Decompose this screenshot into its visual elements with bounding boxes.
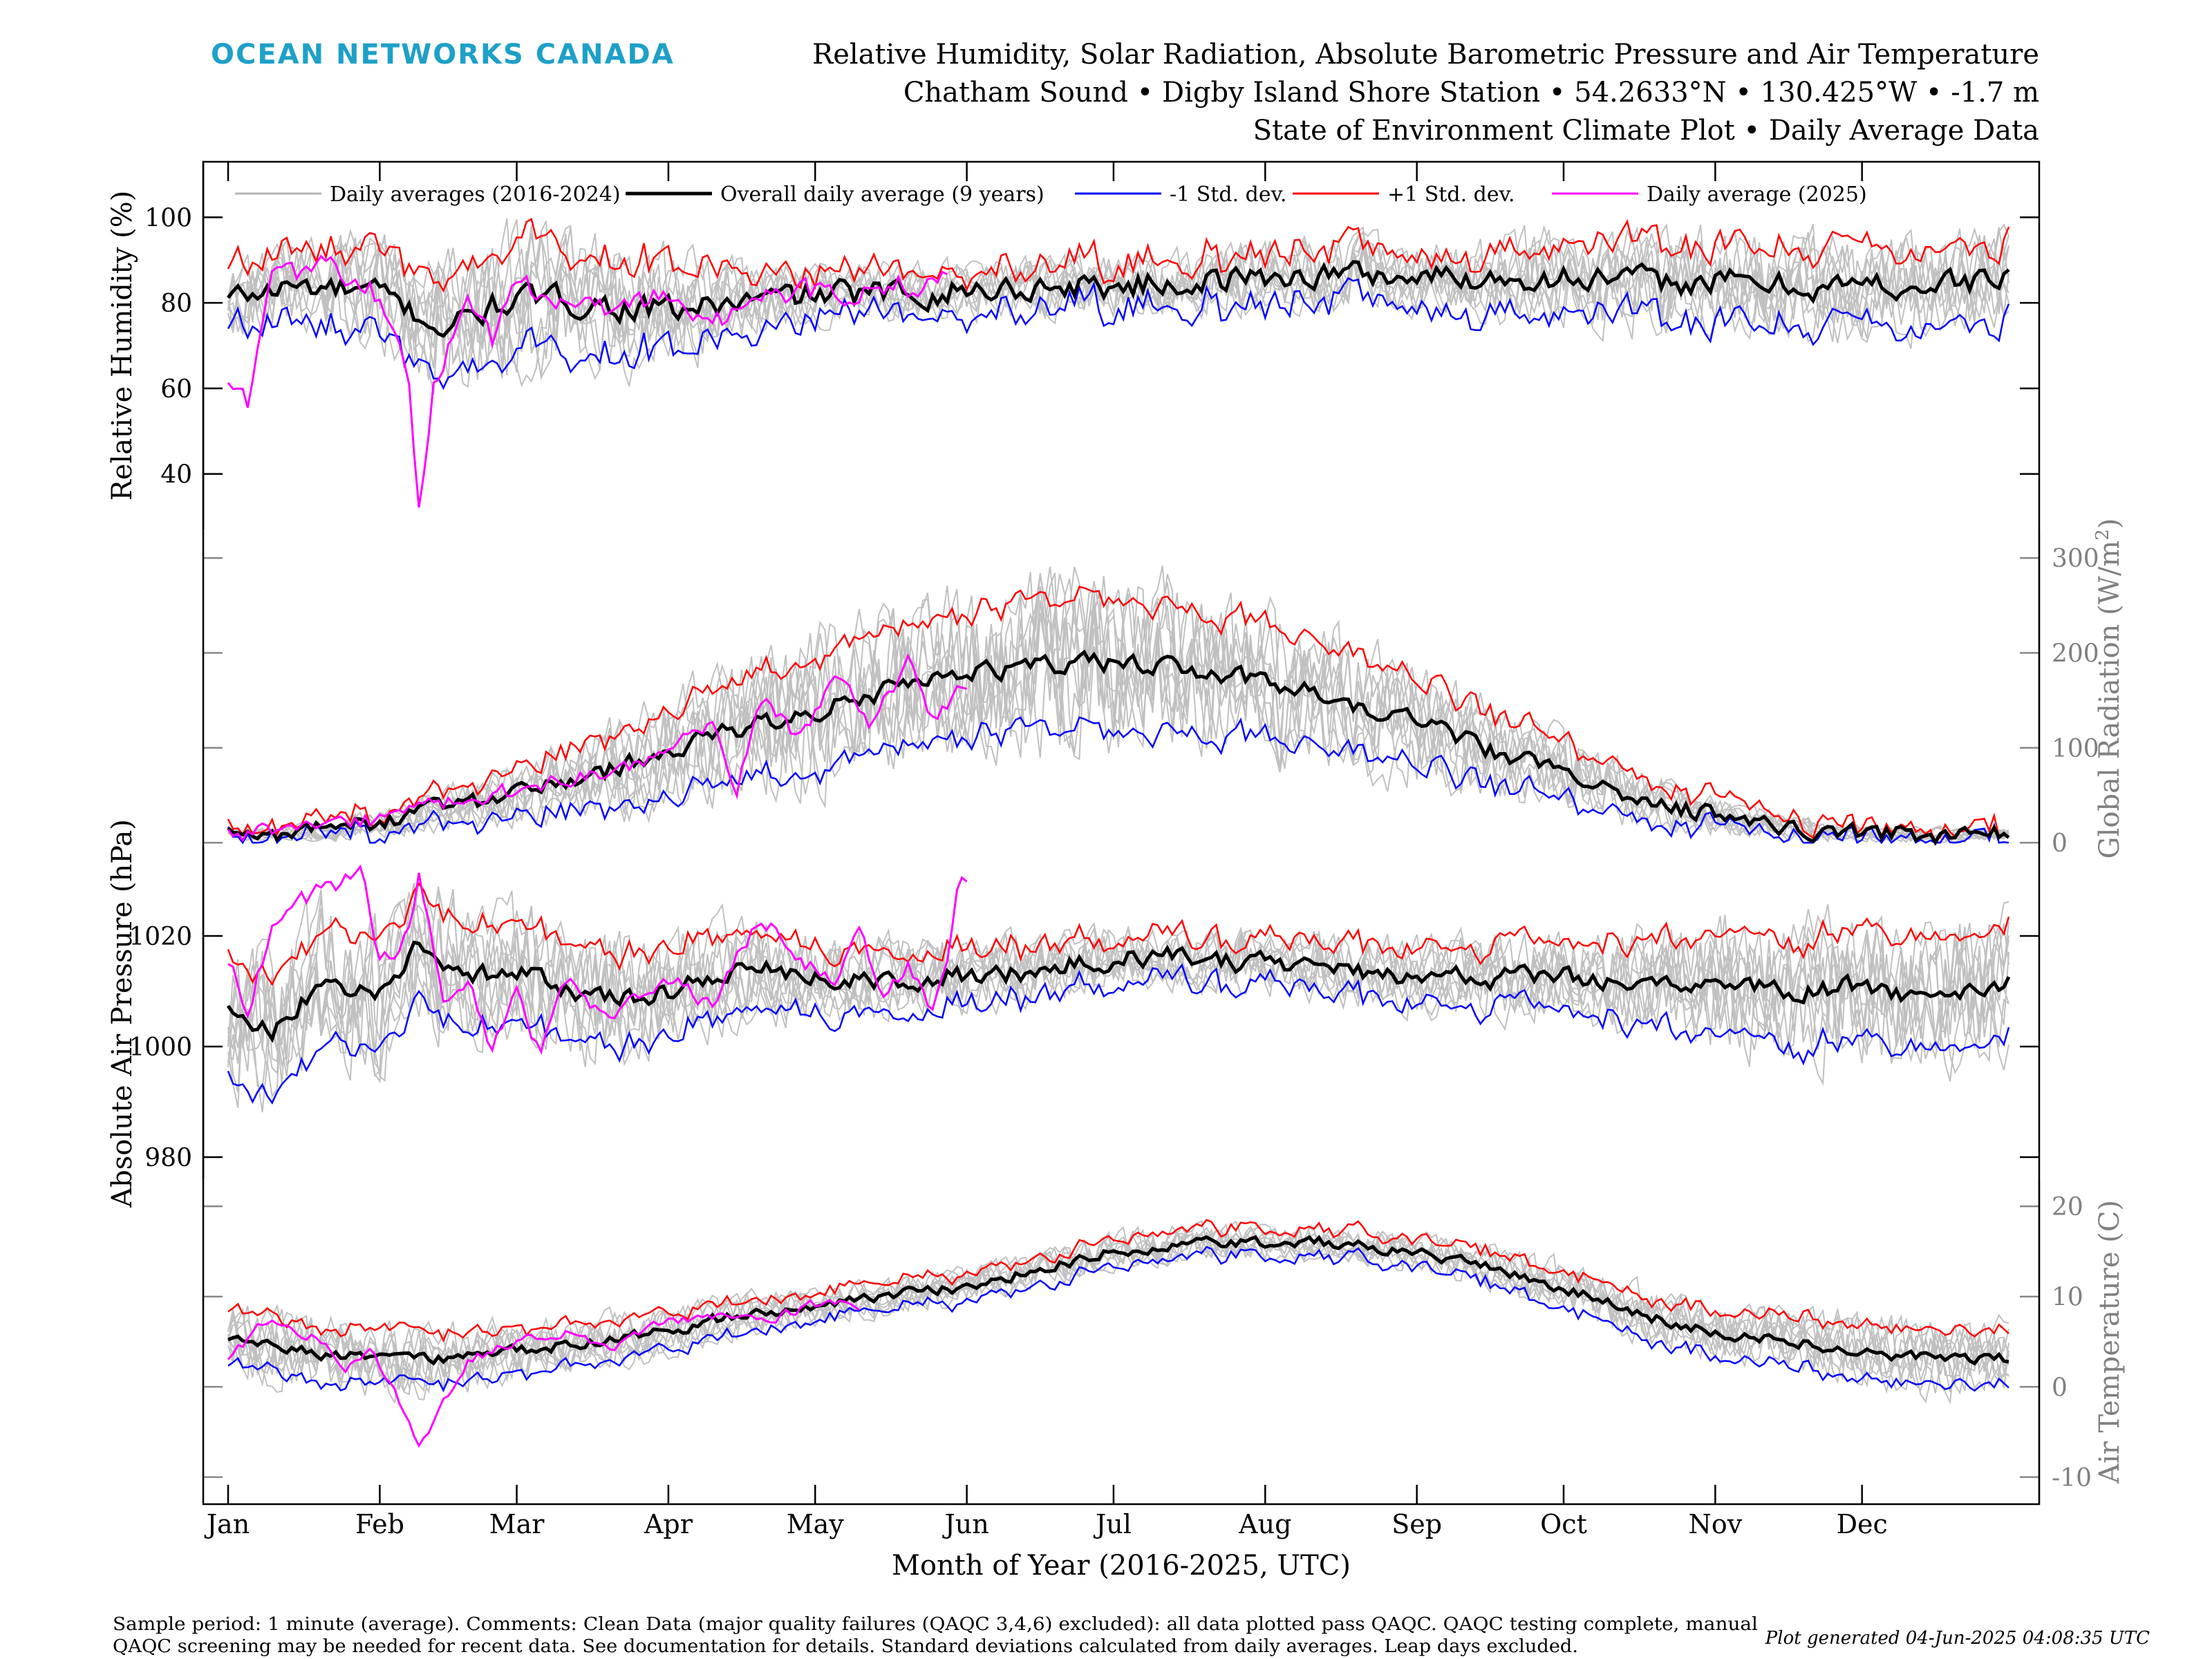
footer-note-line-1: Sample period: 1 minute (average). Comme… bbox=[113, 1614, 1758, 1635]
radiation-current-year-line bbox=[227, 653, 967, 843]
x-tick-label-apr: Apr bbox=[644, 1509, 693, 1539]
pressure-minus-1-std-line bbox=[227, 963, 2010, 1105]
legend-entry-5: Daily average (2025) bbox=[1552, 182, 1867, 207]
legend-label-5: Daily average (2025) bbox=[1647, 182, 1867, 207]
temperature-overall-mean-line bbox=[227, 1235, 2009, 1366]
radiation-minus-1-std-line bbox=[227, 716, 2009, 845]
humidity-tick-label-100: 100 bbox=[144, 204, 192, 232]
humidity-minus-1-std-line bbox=[227, 276, 2010, 391]
x-tick-label-may: May bbox=[787, 1509, 845, 1539]
legend-label-3: -1 Std. dev. bbox=[1170, 182, 1287, 207]
chart-title: Relative Humidity, Solar Radiation, Abso… bbox=[812, 39, 2039, 71]
pressure-axis-label: Absolute Air Pressure (hPa) bbox=[106, 819, 138, 1208]
pressure-series-year-2019 bbox=[227, 915, 2009, 1108]
pressure-series-year-2023 bbox=[227, 888, 2009, 1087]
humidity-overall-mean-line bbox=[227, 260, 2010, 338]
legend-entry-3: -1 Std. dev. bbox=[1075, 182, 1287, 207]
pressure-yearly-series bbox=[227, 881, 2009, 1113]
pressure-tick-label-1000: 1000 bbox=[129, 1033, 192, 1062]
humidity-current-year-line bbox=[227, 254, 948, 508]
pressure-series-year-2024 bbox=[227, 881, 2009, 1093]
legend-label-4: +1 Std. dev. bbox=[1387, 182, 1515, 207]
x-tick-label-dec: Dec bbox=[1837, 1509, 1888, 1539]
radiation-series-year-2023 bbox=[227, 566, 2009, 843]
radiation-tick-label-200: 200 bbox=[2052, 640, 2099, 668]
legend-entry-4: +1 Std. dev. bbox=[1293, 182, 1515, 207]
chart-subtitle: Chatham Sound • Digby Island Shore Stati… bbox=[903, 77, 2039, 109]
humidity-series-year-2020 bbox=[227, 219, 2009, 380]
radiation-axis-label: Global Radiation (W/m2) bbox=[2092, 518, 2126, 859]
x-tick-label-jun: Jun bbox=[942, 1509, 989, 1539]
x-axis: Jan Feb Mar Apr May Jun Jul Aug Sep Oct Nov Dec bbox=[204, 162, 1888, 1539]
temperature-tick-label--10: -10 bbox=[2052, 1464, 2092, 1492]
plot-frame bbox=[202, 160, 2041, 1506]
radiation-plus-1-std-line bbox=[227, 585, 2009, 844]
x-tick-label-jan: Jan bbox=[204, 1509, 250, 1539]
humidity-series-year-2024 bbox=[227, 224, 2009, 368]
humidity-tick-label-80: 80 bbox=[160, 290, 192, 318]
temperature-plus-1-std-line bbox=[227, 1219, 2009, 1343]
humidity-plus-1-std-line bbox=[227, 217, 2010, 293]
x-tick-label-oct: Oct bbox=[1540, 1509, 1587, 1539]
temperature-minus-1-std-line bbox=[227, 1246, 2009, 1393]
radiation-series-year-2018 bbox=[227, 595, 2009, 841]
x-tick-label-jul: Jul bbox=[1093, 1509, 1132, 1539]
humidity-tick-label-60: 60 bbox=[160, 375, 192, 404]
radiation-tick-label-0: 0 bbox=[2052, 830, 2068, 858]
temperature-axis-label: Air Temperature (C) bbox=[2094, 1200, 2126, 1484]
legend-entry-2: Overall daily average (9 years) bbox=[626, 182, 1044, 207]
temperature-current-year-line bbox=[227, 1299, 860, 1448]
x-tick-label-feb: Feb bbox=[355, 1509, 404, 1539]
legend-entry-1: Daily averages (2016-2024) bbox=[235, 182, 621, 207]
temperature-y-axis: -10 0 10 20 Air Temperature (C) bbox=[203, 1179, 2126, 1504]
plot-generated-timestamp: Plot generated 04-Jun-2025 04:08:35 UTC bbox=[1765, 1628, 2150, 1649]
radiation-tick-label-300: 300 bbox=[2052, 545, 2099, 573]
brand-logo: OCEAN NETWORKS CANADA bbox=[211, 39, 675, 71]
radiation-overall-mean-line bbox=[227, 649, 2010, 846]
temperature-tick-label-0: 0 bbox=[2052, 1374, 2068, 1402]
x-tick-label-sep: Sep bbox=[1391, 1509, 1442, 1539]
legend-label-2: Overall daily average (9 years) bbox=[720, 182, 1044, 207]
panel-temperature: -10 0 10 20 Air Temperature (C) bbox=[203, 1179, 2126, 1504]
x-tick-label-nov: Nov bbox=[1689, 1509, 1743, 1539]
chart-subtitle-2: State of Environment Climate Plot • Dail… bbox=[1253, 115, 2039, 147]
x-tick-label-mar: Mar bbox=[489, 1509, 545, 1539]
pressure-tick-label-980: 980 bbox=[144, 1144, 192, 1172]
legend-label-1: Daily averages (2016-2024) bbox=[330, 182, 621, 207]
humidity-tick-label-40: 40 bbox=[160, 461, 192, 489]
temperature-series-year-2024 bbox=[227, 1225, 2009, 1394]
footer-note-line-2: QAQC screening may be needed for recent … bbox=[113, 1636, 1578, 1657]
temperature-tick-label-20: 20 bbox=[2052, 1193, 2083, 1221]
radiation-yearly-series bbox=[227, 565, 2009, 843]
x-axis-label: Month of Year (2016-2025, UTC) bbox=[892, 1550, 1351, 1582]
humidity-series-year-2017 bbox=[227, 225, 2009, 395]
legend: Daily averages (2016-2024) Overall daily … bbox=[235, 182, 1867, 207]
humidity-axis-label: Relative Humidity (%) bbox=[106, 191, 138, 501]
pressure-current-year-line bbox=[227, 864, 968, 1056]
pressure-overall-mean-line bbox=[226, 940, 2011, 1043]
x-tick-label-aug: Aug bbox=[1238, 1509, 1291, 1539]
temperature-tick-label-10: 10 bbox=[2052, 1284, 2083, 1312]
pressure-tick-label-1020: 1020 bbox=[129, 923, 192, 951]
radiation-tick-label-100: 100 bbox=[2052, 735, 2099, 763]
pressure-plus-1-std-line bbox=[227, 882, 2010, 986]
